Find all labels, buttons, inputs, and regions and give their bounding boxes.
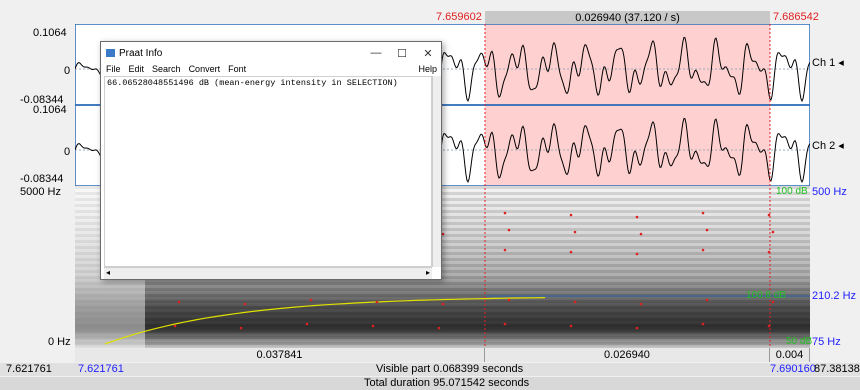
formant-dot (503, 248, 507, 252)
formant-dot (771, 300, 775, 304)
formant-dot (239, 326, 243, 330)
total-duration-label: Total duration 95.071542 seconds (364, 377, 530, 389)
window-end-time: 87.38138 (814, 363, 860, 375)
visible-start-time: 7.621761 (78, 363, 124, 375)
segment-before[interactable]: 0.037841 (75, 348, 485, 362)
selection-duration: 0.026940 (37.120 / s) (575, 12, 680, 24)
selection-duration-bar[interactable]: 0.026940 (37.120 / s) (485, 11, 770, 25)
intensity-max-label: 100 dB (776, 186, 808, 197)
close-icon[interactable]: ✕ (423, 47, 433, 60)
praat-app-icon (106, 49, 115, 57)
ch2-zero-label: 0 (64, 146, 71, 158)
formant-dot (503, 211, 507, 215)
ch1-zero-label: 0 (64, 65, 71, 77)
menu-help[interactable]: Help (418, 64, 437, 74)
formant-dot (701, 322, 705, 326)
formant-dot (573, 230, 577, 234)
formant-dot (767, 324, 771, 328)
info-text-content: 66.06528048551496 dB (mean-energy intens… (107, 78, 398, 88)
formant-dot (639, 302, 643, 306)
visible-part-label: Visible part 0.068399 seconds (376, 363, 524, 375)
pitch-value-label: 210.2 Hz (812, 290, 857, 302)
info-menubar: File Edit Search Convert Font Help (101, 64, 441, 77)
scroll-right-icon[interactable]: ▸ (425, 268, 430, 277)
formant-dot (507, 298, 511, 302)
pitch-max-label: 500 Hz (812, 186, 847, 198)
menu-convert[interactable]: Convert (188, 64, 221, 74)
formant-dot (635, 252, 639, 256)
praat-info-window[interactable]: Praat Info — ☐ ✕ File Edit Search Conver… (100, 41, 442, 280)
scroll-left-icon[interactable]: ◂ (106, 268, 111, 277)
formant-dot (507, 228, 511, 232)
menu-font[interactable]: Font (228, 64, 247, 74)
menu-file[interactable]: File (106, 64, 121, 74)
formant-dot (375, 300, 379, 304)
formant-dot (569, 213, 573, 217)
formant-dot (309, 298, 313, 302)
selection-start-time: 7.659602 (436, 11, 482, 23)
maximize-icon[interactable]: ☐ (397, 47, 407, 60)
spectrogram-top-label: 5000 Hz (20, 186, 61, 198)
window-start-time: 7.621761 (6, 363, 52, 375)
formant-dot (371, 324, 375, 328)
formant-dot (177, 300, 181, 304)
segment-selection[interactable]: 0.026940 (485, 348, 770, 362)
formant-dot (635, 326, 639, 330)
total-duration-bar[interactable]: Total duration 95.071542 seconds (0, 377, 860, 390)
formant-dot (767, 250, 771, 254)
info-window-title: Praat Info (119, 47, 163, 59)
formant-dot (503, 322, 507, 326)
formant-dot (437, 326, 441, 330)
selection-end-time: 7.686542 (773, 11, 819, 23)
formant-dot (635, 215, 639, 219)
intensity-value-label: 100.8 dB (746, 290, 787, 301)
formant-dot (701, 211, 705, 215)
pitch-min-label: 75 Hz (812, 336, 841, 348)
pitch-curve (104, 297, 546, 345)
formant-dot (305, 322, 309, 326)
visible-end-time: 7.690160 (770, 363, 816, 375)
info-vertical-scrollbar[interactable] (432, 76, 441, 267)
ch2-min-label: -0.08344 (20, 173, 64, 185)
info-titlebar[interactable]: Praat Info — ☐ ✕ (101, 42, 441, 64)
visible-part-bar[interactable]: 7.621761 7.621761 Visible part 0.068399 … (0, 363, 860, 376)
formant-dot (767, 213, 771, 217)
formant-dot (243, 302, 247, 306)
formant-dot (639, 232, 643, 236)
formant-dot (569, 324, 573, 328)
formant-dot (441, 232, 445, 236)
info-horizontal-scrollbar[interactable]: ◂ ▸ (104, 267, 432, 279)
ch2-label[interactable]: Ch 2 ◂ (812, 140, 844, 152)
spectrogram-bottom-label: 0 Hz (48, 336, 71, 348)
formant-dot (441, 302, 445, 306)
ch2-max-label: 0.1064 (33, 104, 67, 116)
formant-dot (701, 248, 705, 252)
formant-dot (573, 300, 577, 304)
menu-search[interactable]: Search (152, 64, 181, 74)
formant-dot (569, 250, 573, 254)
segment-durations-bar: 0.037841 0.026940 0.004 (75, 348, 810, 362)
ch1-label[interactable]: Ch 1 ◂ (812, 57, 844, 69)
minimize-icon[interactable]: — (370, 47, 382, 59)
info-text-area[interactable]: 66.06528048551496 dB (mean-energy intens… (104, 76, 432, 267)
ch1-max-label: 0.1064 (33, 27, 67, 39)
formant-dot (705, 298, 709, 302)
formant-dot (705, 228, 709, 232)
ch1-min-label: -0.08344 (20, 94, 64, 106)
formant-dot (771, 230, 775, 234)
segment-after[interactable]: 0.004 (770, 348, 810, 362)
intensity-min-label: 50 dB (786, 336, 813, 347)
menu-edit[interactable]: Edit (128, 64, 145, 74)
formant-dot (173, 324, 177, 328)
